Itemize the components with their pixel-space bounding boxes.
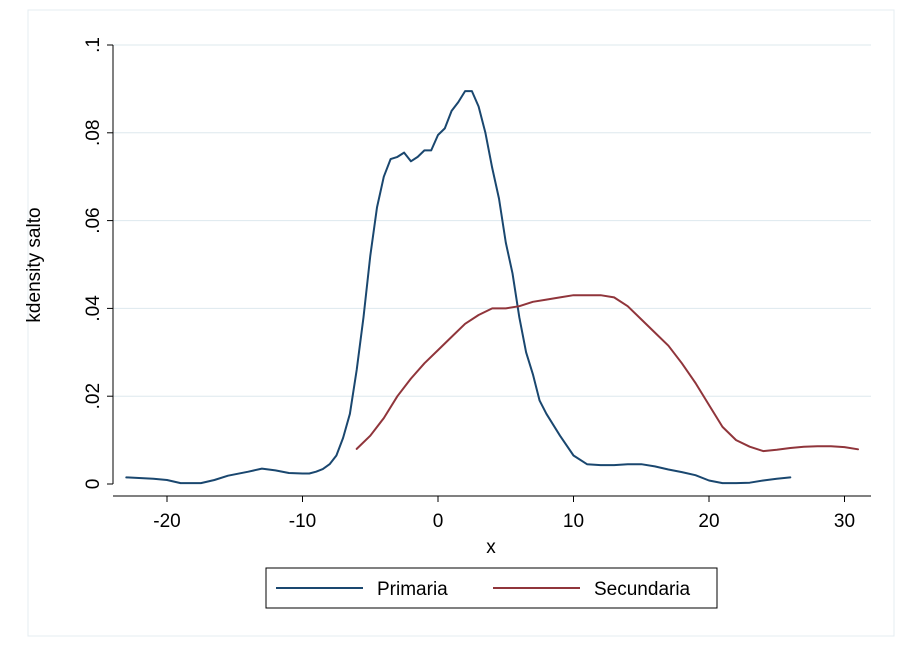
series-layer (125, 90, 859, 485)
y-tick-label: .08 (83, 120, 104, 146)
legend-label-secundaria: Secundaria (594, 579, 691, 600)
y-tick-label: .06 (83, 207, 104, 233)
x-axis-label: x (486, 537, 496, 558)
x-tick-label: 0 (433, 511, 444, 532)
axes (112, 45, 871, 497)
legend: Primaria Secundaria (265, 567, 718, 609)
x-tick-label: 20 (698, 511, 719, 532)
legend-label-primaria: Primaria (377, 579, 448, 600)
y-tick-label: .04 (83, 295, 104, 322)
y-tick-label: .02 (83, 383, 104, 409)
y-tick-label: .1 (83, 37, 104, 53)
y-axis-label: kdensity salto (24, 207, 45, 322)
x-tick-label: -20 (153, 511, 180, 532)
x-tick-label: -10 (289, 511, 316, 532)
series-line-primaria (125, 90, 792, 485)
grid-lines (113, 44, 871, 397)
y-tick-label: 0 (83, 479, 104, 490)
x-tick-label: 10 (563, 511, 584, 532)
chart-background (27, 9, 895, 637)
series-line-secundaria (355, 294, 859, 453)
x-axis-ticks: -20 -10 0 10 20 30 (153, 496, 855, 532)
y-axis-ticks: 0 .02 .04 .06 .08 .1 (83, 37, 113, 489)
x-tick-label: 30 (834, 511, 855, 532)
